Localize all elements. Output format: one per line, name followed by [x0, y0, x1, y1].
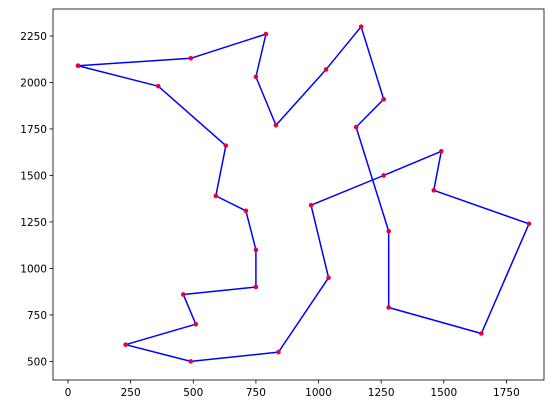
city-point — [381, 96, 386, 102]
x-tick-label: 1000 — [305, 387, 332, 399]
city-point — [223, 143, 229, 148]
city-point — [381, 173, 386, 178]
city-point — [353, 124, 359, 130]
route-layer — [75, 24, 532, 364]
route-line — [77, 25, 530, 363]
city-point — [263, 31, 269, 37]
city-point — [213, 193, 219, 199]
city-point — [188, 55, 194, 61]
y-tick-label: 750 — [27, 310, 47, 322]
city-point — [180, 292, 186, 297]
city-point — [193, 321, 199, 327]
city-point — [276, 349, 281, 355]
plot-frame — [52, 8, 545, 381]
city-point — [243, 208, 249, 214]
y-tick-label: 1500 — [20, 170, 47, 182]
y-tick-label: 500 — [27, 356, 47, 368]
city-point — [188, 359, 194, 364]
city-point — [323, 67, 329, 72]
x-tick-label: 0 — [65, 387, 72, 399]
city-point — [253, 247, 259, 253]
city-point — [155, 83, 161, 89]
city-point — [75, 63, 81, 69]
y-tick-label: 2250 — [20, 31, 47, 43]
x-tick-label: 1250 — [368, 387, 395, 399]
city-point — [431, 188, 437, 193]
y-tick-label: 1250 — [20, 217, 47, 229]
city-point — [386, 305, 391, 310]
x-tick-label: 1500 — [430, 387, 457, 399]
city-point — [479, 331, 484, 336]
city-point — [386, 228, 391, 234]
city-point — [358, 24, 364, 29]
city-point — [253, 284, 259, 290]
city-point — [253, 74, 259, 80]
city-point — [123, 342, 128, 347]
y-tick-label: 1750 — [20, 124, 47, 136]
y-tick-label: 1000 — [20, 263, 47, 275]
city-point — [526, 221, 532, 227]
city-point — [308, 202, 314, 208]
city-point — [326, 275, 331, 281]
city-point — [273, 122, 279, 128]
city-point — [438, 148, 444, 154]
x-tick-label: 500 — [183, 387, 203, 399]
axes-layer: 0 250 500 750 1000 1250 1500 1750 500 750 1000 1250… — [20, 8, 545, 399]
y-tick-label: 2000 — [20, 77, 47, 89]
x-tick-label: 250 — [121, 387, 141, 399]
x-tick-label: 1750 — [493, 387, 520, 399]
x-tick-label: 750 — [246, 387, 266, 399]
